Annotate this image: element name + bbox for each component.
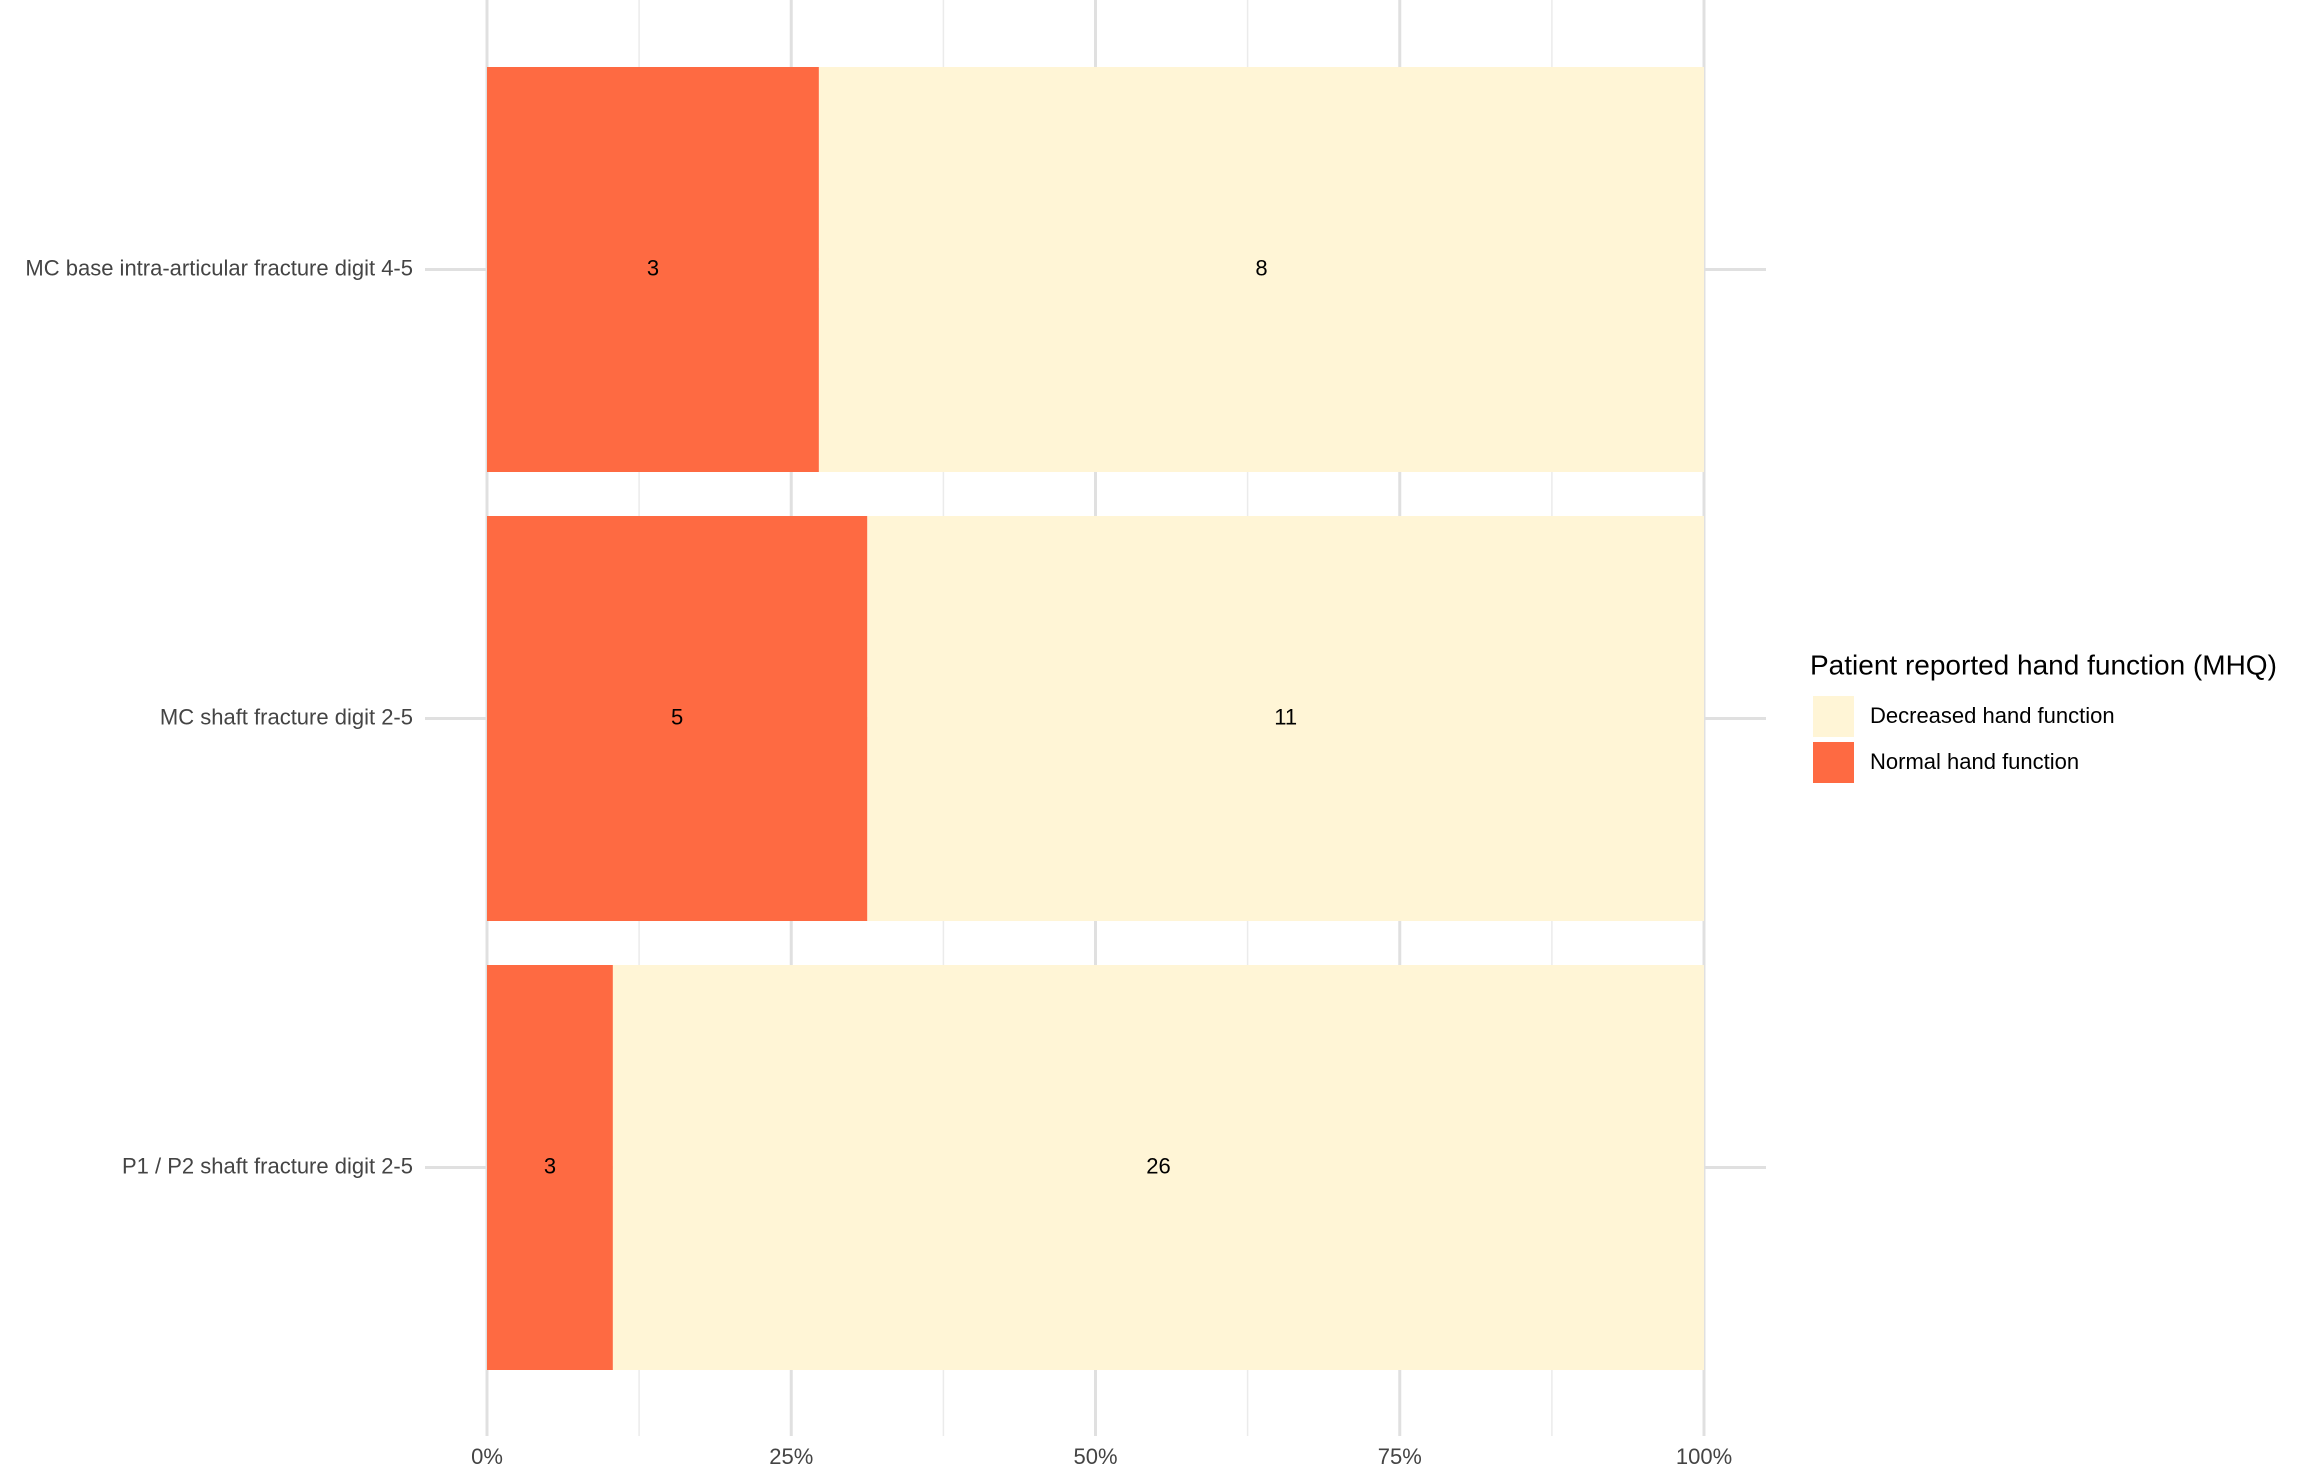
legend-key: [1813, 696, 1854, 737]
value-label: 3: [544, 1153, 556, 1178]
value-label: 26: [1146, 1153, 1170, 1178]
bar-segment: [487, 516, 868, 921]
y-tick-label: MC shaft fracture digit 2-5: [160, 704, 413, 729]
x-tick-label: 0%: [471, 1444, 503, 1467]
bar-segment: [818, 67, 1704, 472]
value-label: 3: [647, 255, 659, 280]
x-tick-label: 100%: [1676, 1444, 1732, 1467]
bar-segment: [487, 67, 819, 472]
legend-title: Patient reported hand function (MHQ): [1810, 649, 2277, 680]
x-tick-label: 50%: [1073, 1444, 1117, 1467]
value-label: 8: [1255, 255, 1267, 280]
y-tick-label: MC base intra-articular fracture digit 4…: [25, 255, 413, 280]
legend-key: [1813, 742, 1854, 783]
x-tick-label: 75%: [1378, 1444, 1422, 1467]
value-label: 5: [671, 704, 683, 729]
value-label: 11: [1274, 704, 1297, 729]
x-tick-label: 25%: [769, 1444, 813, 1467]
bar-segment: [487, 965, 613, 1370]
legend-label: Decreased hand function: [1870, 703, 2115, 728]
legend-label: Normal hand function: [1870, 749, 2079, 774]
bar-segment: [867, 516, 1704, 921]
y-tick-label: P1 / P2 shaft fracture digit 2-5: [122, 1153, 413, 1178]
bar-segment: [612, 965, 1705, 1370]
